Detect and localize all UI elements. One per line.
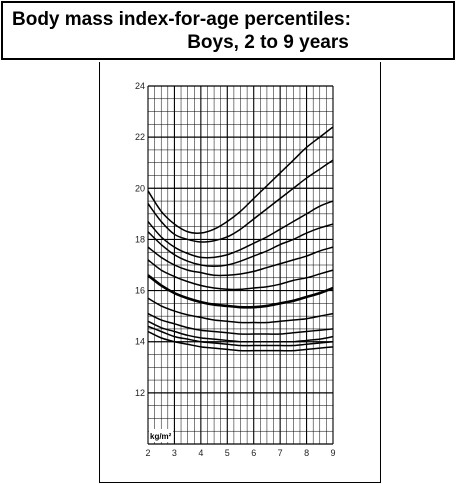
percentile-curve-1 xyxy=(147,126,334,234)
unit-label-background xyxy=(149,429,173,442)
y-tick-label: 14 xyxy=(135,337,145,347)
grid xyxy=(147,85,334,445)
y-axis-unit-label: kg/m² xyxy=(150,432,172,441)
percentile-curve-4 xyxy=(147,223,334,268)
x-tick-label: 5 xyxy=(225,448,230,458)
chart-title-line2: Boys, 2 to 9 years xyxy=(187,32,349,53)
chart-frame xyxy=(99,62,381,483)
y-tick-label: 18 xyxy=(135,234,145,244)
x-tick-label: 4 xyxy=(198,448,203,458)
y-tick-label: 22 xyxy=(135,132,145,142)
percentile-curve-10 xyxy=(147,320,334,343)
percentile-curve-9 xyxy=(147,312,334,335)
percentile-curve-8 xyxy=(147,297,334,324)
percentile-curve-12 xyxy=(147,330,334,352)
x-tick-label: 9 xyxy=(330,448,335,458)
chart-title-line1: Body mass index-for-age percentiles: xyxy=(12,9,351,30)
axis-ticks: 12 14 16 18 20 22 24 2 3 4 5 6 7 8 9 xyxy=(135,81,336,458)
percentile-curve-2 xyxy=(147,159,334,243)
y-tick-label: 12 xyxy=(135,388,145,398)
x-tick-label: 6 xyxy=(251,448,256,458)
title-box: Body mass index-for-age percentiles: Boy… xyxy=(1,1,455,60)
percentile-curve-11 xyxy=(147,325,334,347)
x-tick-label: 8 xyxy=(304,448,309,458)
percentile-curve-3 xyxy=(147,200,334,259)
percentile-curves xyxy=(147,126,334,352)
percentile-curve-5 xyxy=(147,246,334,277)
percentile-curve-6 xyxy=(147,259,334,291)
y-tick-label: 24 xyxy=(135,81,145,91)
percentile-curve-7 xyxy=(147,274,334,309)
y-tick-label: 16 xyxy=(135,286,145,296)
x-tick-label: 3 xyxy=(172,448,177,458)
x-tick-label: 2 xyxy=(145,448,150,458)
y-tick-label: 20 xyxy=(135,183,145,193)
x-tick-label: 7 xyxy=(278,448,283,458)
